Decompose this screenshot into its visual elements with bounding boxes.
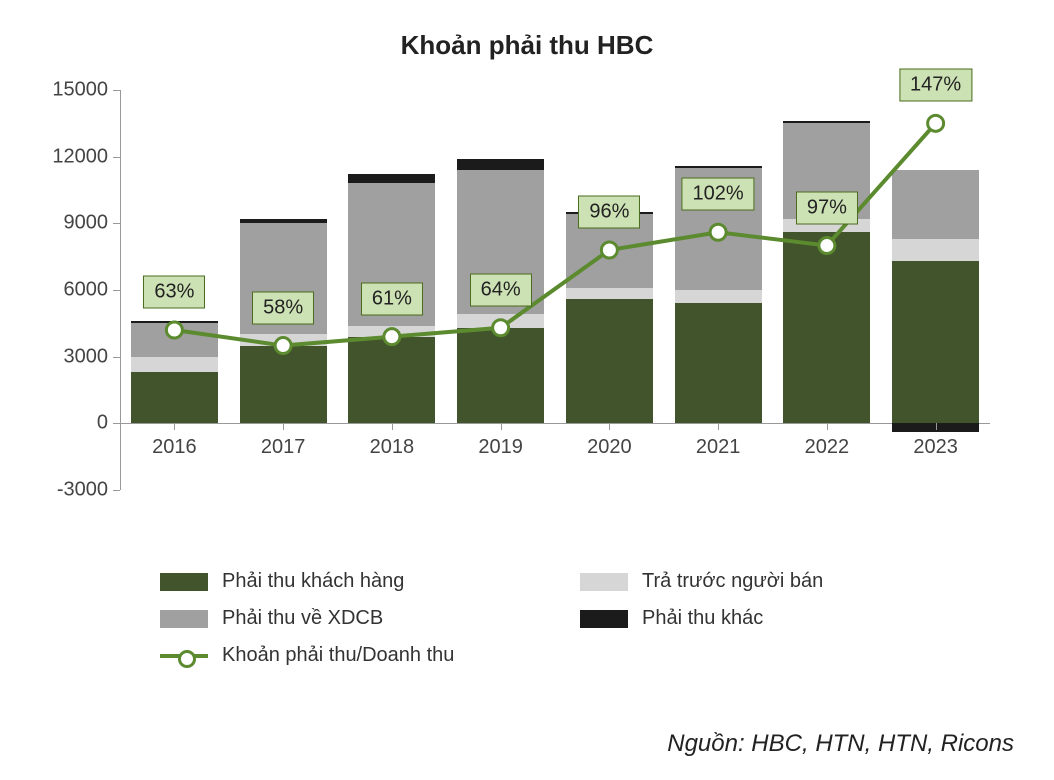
legend-item: Khoản phải thu/Doanh thu: [160, 644, 540, 667]
line-series-label: 64%: [470, 273, 532, 306]
y-axis-tick-mark: [113, 423, 120, 424]
y-axis-tick-label: 9000: [18, 212, 108, 235]
y-axis-tick-mark: [113, 157, 120, 158]
line-series-label: 96%: [578, 196, 640, 229]
line-series-marker: [493, 320, 509, 336]
y-axis-tick-mark: [113, 223, 120, 224]
legend-label: Phải thu khách hàng: [222, 570, 404, 593]
y-axis-tick-label: -3000: [18, 479, 108, 502]
line-series-marker: [928, 115, 944, 131]
line-series-label: 61%: [361, 282, 423, 315]
legend-swatch: [160, 610, 208, 628]
line-series-label: 147%: [899, 69, 972, 102]
legend-item: Phải thu khách hàng: [160, 570, 540, 593]
legend-row: Phải thu khách hàng Trả trước người bán: [160, 570, 1000, 593]
legend-label: Trả trước người bán: [642, 570, 823, 593]
line-series-label: 97%: [796, 191, 858, 224]
line-series-marker: [166, 322, 182, 338]
line-series-label: 58%: [252, 291, 314, 324]
line-series-marker: [384, 329, 400, 345]
legend-label: Phải thu khác: [642, 607, 763, 630]
legend-swatch: [160, 573, 208, 591]
legend-row: Phải thu về XDCB Phải thu khác: [160, 607, 1000, 630]
y-axis-tick-label: 12000: [18, 145, 108, 168]
chart-source: Nguồn: HBC, HTN, HTN, Ricons: [667, 730, 1014, 758]
y-axis-tick-label: 3000: [18, 345, 108, 368]
y-axis-tick-label: 6000: [18, 279, 108, 302]
legend-line-swatch: [160, 647, 208, 665]
line-series-marker: [601, 242, 617, 258]
y-axis-tick-mark: [113, 490, 120, 491]
legend-item: Phải thu về XDCB: [160, 607, 540, 630]
line-series-marker: [710, 224, 726, 240]
legend-label: Phải thu về XDCB: [222, 607, 383, 630]
legend-swatch: [580, 610, 628, 628]
legend-row: Khoản phải thu/Doanh thu: [160, 644, 1000, 667]
legend-item: Trả trước người bán: [580, 570, 960, 593]
y-axis-tick-label: 0: [18, 412, 108, 435]
line-series-marker: [819, 238, 835, 254]
line-series-marker: [275, 338, 291, 354]
chart-title: Khoản phải thu HBC: [0, 30, 1054, 61]
legend-label: Khoản phải thu/Doanh thu: [222, 644, 454, 667]
chart-plot-area: -300003000600090001200015000201620172018…: [120, 90, 990, 490]
chart-legend: Phải thu khách hàngTrả trước người bánPh…: [160, 570, 1000, 681]
line-series-svg: [120, 90, 990, 490]
line-series-label: 102%: [682, 178, 755, 211]
y-axis-tick-label: 15000: [18, 79, 108, 102]
legend-swatch: [580, 573, 628, 591]
y-axis-tick-mark: [113, 90, 120, 91]
legend-item: Phải thu khác: [580, 607, 960, 630]
line-series-label: 63%: [143, 276, 205, 309]
y-axis-tick-mark: [113, 357, 120, 358]
y-axis-tick-mark: [113, 290, 120, 291]
